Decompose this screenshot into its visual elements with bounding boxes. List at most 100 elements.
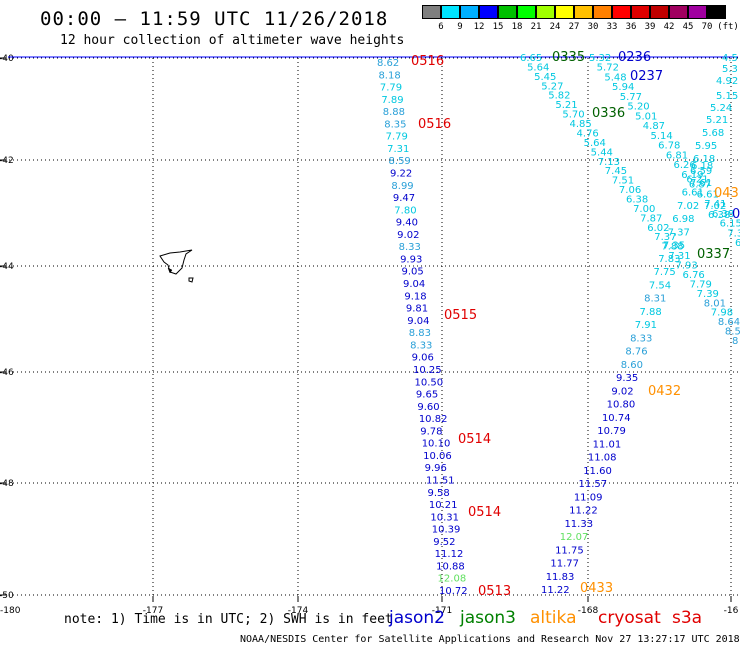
- credit-line: NOAA/NESDIS Center for Satellite Applica…: [240, 634, 740, 645]
- swh-value: 6.26: [674, 160, 696, 171]
- swh-value: 6.18: [691, 161, 713, 172]
- legend-label: 9: [457, 22, 463, 32]
- legend-label: 30: [587, 22, 599, 32]
- map-subtitle: 12 hour collection of altimeter wave hei…: [60, 33, 405, 48]
- swh-value: 9.06: [412, 353, 434, 364]
- legend-label: 18: [511, 22, 523, 32]
- swh-value: 10.25: [413, 365, 442, 376]
- legend-label: 39: [644, 22, 656, 32]
- swh-value: 5.21: [706, 115, 728, 126]
- swh-value: 9.47: [393, 193, 415, 204]
- swh-value: 6.65: [520, 53, 542, 64]
- legend-label: 36: [625, 22, 637, 32]
- legend-swatch: [422, 5, 441, 19]
- swh-value: 5.48: [604, 72, 626, 83]
- swh-value: 10.79: [597, 426, 626, 437]
- swh-value: 5.01: [635, 111, 657, 122]
- swh-value: 8.88: [383, 107, 405, 118]
- latitude-label: -40: [0, 54, 14, 64]
- island-outline: [159, 249, 193, 275]
- swh-value: 5.45: [534, 72, 556, 83]
- swh-value: 11.33: [564, 519, 593, 530]
- swh-value: 5.82: [548, 91, 570, 102]
- swh-value: 7.02: [704, 201, 726, 212]
- legend-swatch: [707, 5, 726, 19]
- swh-value: 8.60: [621, 360, 643, 371]
- island-islet: [167, 267, 173, 274]
- swh-value: 12.08: [438, 574, 467, 585]
- swh-value: 7.45: [605, 166, 627, 177]
- swh-value: 7.75: [654, 267, 676, 278]
- swh-value: 7.87: [640, 213, 662, 224]
- swh-value: 6.87: [689, 180, 711, 191]
- swh-value: 8.35: [384, 119, 406, 130]
- longitude-label: -171: [432, 606, 452, 616]
- latitude-label: -50: [0, 591, 14, 601]
- latitude-label: -48: [0, 479, 14, 489]
- longitude-label: -177: [143, 606, 163, 616]
- swh-value: 10.31: [430, 512, 459, 523]
- swh-value: 11.60: [583, 466, 612, 477]
- latitude-label: -46: [0, 368, 14, 378]
- swh-value: 5.70: [562, 110, 584, 121]
- swh-value: 7.79: [386, 132, 408, 143]
- swh-value: 10.21: [429, 500, 458, 511]
- swh-value: 7.37: [654, 232, 676, 243]
- swh-value: 7.31: [668, 251, 690, 262]
- swh-value: 8.83: [409, 328, 431, 339]
- swh-value: 7.35: [663, 241, 685, 252]
- swh-value: 6.19: [681, 170, 703, 181]
- swh-value: 5.68: [702, 128, 724, 139]
- map-title: 00:00 – 11:59 UTC 11/26/2018: [40, 8, 389, 30]
- swh-value: 7.54: [649, 280, 671, 291]
- legend-swatch: [517, 5, 536, 19]
- legend-label: 42: [663, 22, 675, 32]
- swh-value: 9.96: [425, 463, 447, 474]
- legend-swatch: [612, 5, 631, 19]
- swh-value: 6.81: [666, 150, 688, 161]
- latitude-label: -44: [0, 262, 14, 272]
- swh-value: 10.72: [439, 586, 468, 597]
- legend-label: 45: [682, 22, 694, 32]
- swh-value: 5.14: [650, 131, 672, 142]
- swh-value: 10.06: [423, 451, 452, 462]
- island-islet: [188, 277, 194, 283]
- swh-value: 12.07: [560, 532, 589, 543]
- swh-value: 7.00: [633, 204, 655, 215]
- swh-value: 11.83: [546, 572, 575, 583]
- swh-value: 7.06: [619, 185, 641, 196]
- swh-value: 6.61: [697, 189, 719, 200]
- swh-value: 7.02: [677, 201, 699, 212]
- pass-time-label: 0335: [552, 50, 585, 65]
- swh-value: 10.82: [419, 414, 448, 425]
- swh-value: 8.64: [718, 317, 740, 328]
- swh-value: 7.89: [381, 95, 403, 106]
- satellite-cryosat: cryosat: [598, 608, 661, 628]
- swh-value: 11.51: [426, 475, 455, 486]
- swh-value: 11.09: [574, 492, 603, 503]
- latitude-label: -42: [0, 156, 14, 166]
- swh-value: 8.33: [410, 340, 432, 351]
- legend-label: 21: [530, 22, 542, 32]
- swh-value: 7.83: [658, 254, 680, 265]
- pass-time-label: 0237: [630, 69, 663, 84]
- swh-value: 5.95: [695, 141, 717, 152]
- swh-value: 6.78: [658, 141, 680, 152]
- swh-value: 8.31: [644, 294, 666, 305]
- swh-value: 5.77: [620, 92, 642, 103]
- swh-value: 11.57: [579, 479, 608, 490]
- swh-value: 8.5: [725, 327, 740, 338]
- swh-value: 6.38: [712, 209, 734, 220]
- swh-value: 10.10: [422, 439, 451, 450]
- footer-note: note: 1) Time is in UTC; 2) SWH is in fe…: [64, 612, 393, 627]
- legend-swatch: [460, 5, 479, 19]
- swh-value: 11.08: [588, 453, 617, 464]
- swh-value: 6.61: [682, 188, 704, 199]
- swh-value: 4.87: [643, 121, 665, 132]
- satellite-jason2: jason2: [389, 608, 445, 628]
- swh-value: 7.93: [675, 261, 697, 272]
- swh-value: 7.91: [635, 320, 657, 331]
- swh-value: 6.59: [690, 166, 712, 177]
- swh-value: 7.88: [639, 307, 661, 318]
- legend-label: 27: [568, 22, 580, 32]
